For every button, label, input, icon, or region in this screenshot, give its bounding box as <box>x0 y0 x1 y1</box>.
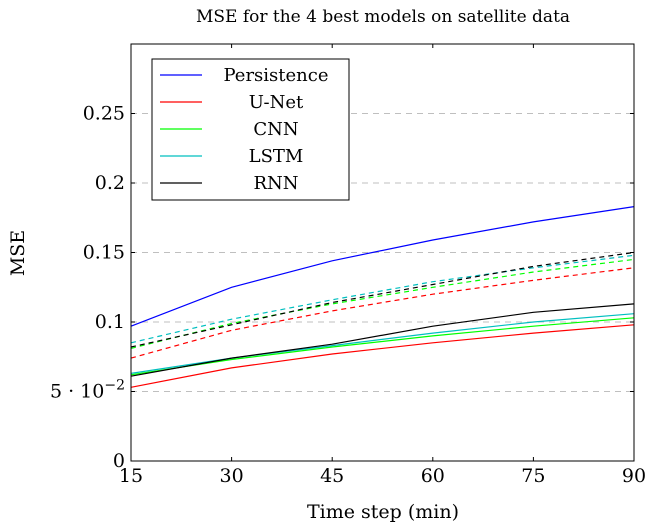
x-tick-label: 15 <box>119 465 143 487</box>
y-tick-label: 0.2 <box>95 172 125 194</box>
x-tick-label: 60 <box>421 465 445 487</box>
x-tick-label: 90 <box>622 465 646 487</box>
y-tick-label: 5 · 10−2 <box>50 378 125 403</box>
series-line-u-net <box>130 324 635 388</box>
series-line-rnn <box>130 303 635 377</box>
x-axis-label: Time step (min) <box>307 501 459 523</box>
legend: Persistence U-Net CNN LSTM RNN <box>151 58 350 201</box>
chart-title: MSE for the 4 best models on satellite d… <box>196 7 570 27</box>
grid <box>131 113 634 392</box>
legend-label-lstm: LSTM <box>249 146 304 167</box>
y-axis-label: MSE <box>7 230 29 276</box>
x-tick-label: 75 <box>521 465 545 487</box>
x-tick-label: 45 <box>320 465 344 487</box>
y-tick-label: 0 <box>113 450 125 472</box>
y-tick-label: 0.15 <box>83 242 125 264</box>
y-tick-label: 0.1 <box>95 311 125 333</box>
y-tick-label: 0.25 <box>83 103 125 125</box>
series-line-lstm <box>130 313 635 374</box>
series-line-series-dashed <box>130 251 635 348</box>
legend-label-cnn: CNN <box>253 119 298 140</box>
x-tick-label: 30 <box>220 465 244 487</box>
axis-ticks: 15 30 45 60 75 90 0 5 · 10−2 0.1 0.15 0.2 0.25 <box>50 44 646 487</box>
legend-label-u-net: U-Net <box>249 92 304 113</box>
series-line-series-dashed <box>130 258 635 349</box>
legend-label-rnn: RNN <box>253 173 298 194</box>
series-line-series-dashed <box>130 254 635 344</box>
series-line-cnn <box>130 317 635 376</box>
series-line-persistence <box>130 206 635 327</box>
series-lines <box>130 206 635 388</box>
legend-label-persistence: Persistence <box>223 65 328 86</box>
series-line-series-dashed <box>130 267 635 359</box>
